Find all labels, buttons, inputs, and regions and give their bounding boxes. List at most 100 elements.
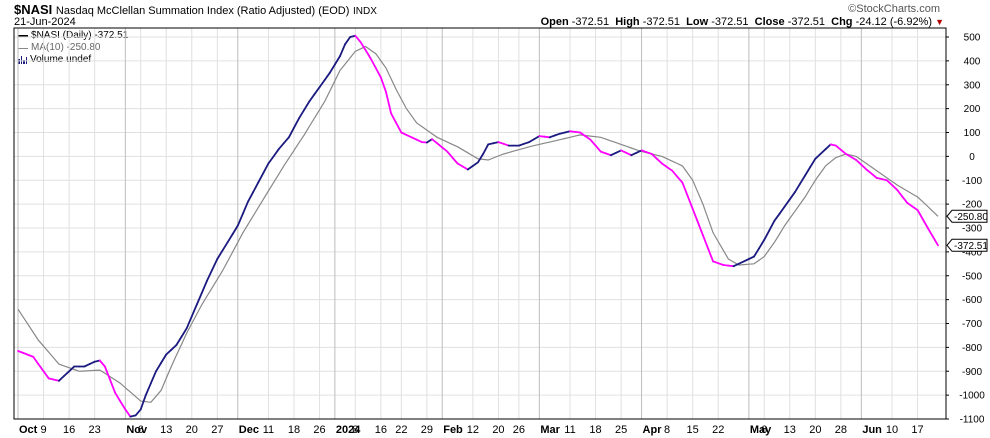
- nasi-segment: [471, 161, 479, 167]
- nasi-segment: [594, 144, 602, 153]
- nasi-segment: [696, 221, 704, 237]
- nasi-segment: [318, 79, 326, 88]
- y-tick-label: -1100: [960, 415, 985, 426]
- ma10-series-line: [17, 45, 939, 403]
- nasi-segment: [640, 149, 648, 154]
- nasi-segment: [415, 138, 423, 144]
- nasi-segment: [451, 156, 459, 165]
- nasi-segment: [22, 351, 30, 356]
- legend-item-ma[interactable]: MA(10) -250.80: [18, 42, 128, 54]
- nasi-segment: [671, 169, 679, 178]
- nasi-segment: [160, 353, 168, 364]
- x-tick-label: 27: [211, 424, 223, 436]
- nasi-segment: [615, 149, 622, 154]
- nasi-segment: [691, 207, 699, 223]
- nasi-segment: [502, 142, 510, 147]
- nasi-segment: [405, 133, 413, 139]
- nasi-segment: [661, 162, 668, 169]
- nasi-segment: [717, 262, 725, 266]
- nasi-segment: [630, 151, 638, 157]
- y-tick-label: -600: [962, 295, 982, 306]
- nasi-segment: [548, 134, 556, 139]
- chart-title: $NASI Nasdaq McClellan Summation Index (…: [14, 2, 377, 17]
- x-tick-label: 22: [395, 424, 407, 436]
- nasi-segment: [870, 172, 878, 179]
- nasi-segment: [763, 229, 771, 241]
- nasi-segment: [262, 162, 270, 175]
- nasi-segment: [681, 181, 689, 197]
- low-label: Low: [686, 16, 709, 28]
- close-value: -372.51: [787, 16, 825, 28]
- nasi-segment: [712, 260, 720, 265]
- nasi-segment: [456, 162, 464, 168]
- nasi-segment: [926, 227, 934, 238]
- nasi-segment: [236, 212, 244, 227]
- y-tick-label: 300: [964, 80, 981, 91]
- legend-nasi-label: $NASI (Daily) -372.51: [31, 30, 129, 41]
- x-tick-label: 18: [589, 424, 601, 436]
- legend-volume-label: Volume undef: [30, 54, 92, 65]
- nasi-segment: [732, 262, 740, 268]
- nasi-segment: [533, 135, 541, 141]
- nasi-segment: [277, 142, 285, 151]
- x-tick-label: 26: [513, 424, 525, 436]
- nasi-segment: [650, 153, 658, 160]
- nasi-segment: [794, 182, 801, 194]
- nasi-segment: [896, 188, 904, 198]
- nasi-segment: [226, 233, 234, 244]
- nasi-segment: [804, 166, 812, 177]
- chg-label: Chg: [831, 16, 853, 28]
- nasi-segment: [865, 168, 873, 175]
- x-tick-label: 11: [564, 424, 575, 436]
- nasi-segment: [425, 138, 433, 144]
- ohlc-readout: Open -372.51 High -372.51 Low -372.51 Cl…: [541, 16, 944, 28]
- chg-value: -24.12 (-6.92%): [855, 16, 933, 28]
- nasi-segment: [553, 132, 561, 137]
- nasi-segment: [446, 150, 454, 159]
- x-tick-label: 11: [263, 424, 274, 436]
- nasi-segment: [686, 194, 694, 210]
- nasi-segment: [88, 360, 96, 366]
- stockcharts-logo: ©StockCharts.com: [848, 3, 940, 15]
- y-tick-label: -500: [962, 271, 982, 282]
- chart-grid: [14, 28, 946, 420]
- legend-item-nasi[interactable]: $NASI (Daily) -372.51: [18, 30, 128, 42]
- nasi-segment: [921, 218, 929, 229]
- nasi-segment: [104, 365, 111, 381]
- nasi-segment: [855, 159, 863, 166]
- description-text: Nasdaq McClellan Summation Index (Ratio …: [55, 5, 350, 17]
- exchange-text: INDX: [353, 6, 377, 17]
- nasi-segment: [216, 249, 224, 260]
- nasi-segment: [98, 359, 106, 368]
- nasi-segment: [195, 291, 203, 306]
- nasi-segment: [742, 258, 750, 263]
- value-tags: -250.80 -372.51: [946, 209, 988, 252]
- nasi-segment: [477, 153, 485, 164]
- nasi-segment: [201, 279, 209, 294]
- nasi-segment: [814, 153, 822, 160]
- x-tick-label: 16: [375, 424, 387, 436]
- nasi-segment: [27, 353, 35, 358]
- value-tag-label: -372.51: [954, 241, 988, 252]
- nasi-segment: [620, 149, 628, 154]
- nasi-segment: [656, 157, 663, 165]
- nasi-segment: [625, 151, 633, 157]
- y-tick-label: -700: [962, 319, 982, 330]
- nasi-segment: [344, 36, 352, 46]
- legend-ma-line-icon: [18, 47, 28, 49]
- nasi-segment: [466, 164, 474, 171]
- x-tick-label: 6: [761, 424, 767, 436]
- nasi-segment: [410, 136, 418, 141]
- y-tick-label: -1000: [959, 391, 985, 402]
- nasi-segment: [267, 155, 275, 165]
- nasi-segment: [768, 219, 776, 232]
- y-tick-label: -100: [962, 176, 982, 187]
- nasi-segment: [788, 191, 796, 201]
- nasi-segment: [773, 212, 781, 222]
- nasi-segment: [906, 201, 914, 208]
- nasi-segment: [604, 152, 612, 157]
- nasi-segment: [190, 303, 198, 318]
- nasi-segment: [354, 34, 362, 43]
- x-tick-label: 8: [664, 424, 670, 436]
